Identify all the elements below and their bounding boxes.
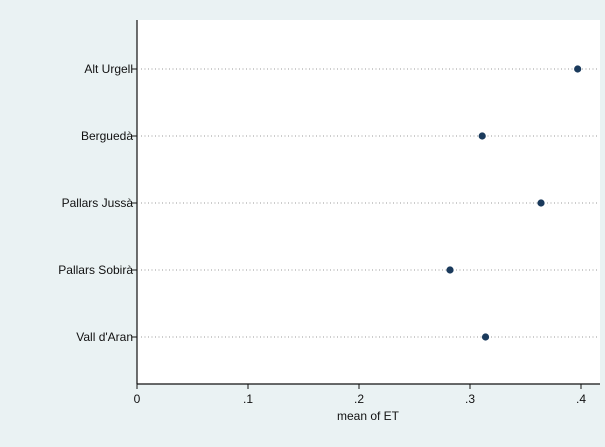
data-point-alt-urgell	[574, 65, 582, 73]
y-tick-label-bergued-: Berguedà	[81, 129, 133, 143]
data-point-pallars-juss-	[537, 199, 545, 207]
data-point-bergued-	[478, 132, 486, 140]
plot-area	[137, 20, 600, 384]
data-point-vall-d-aran	[481, 333, 490, 341]
x-axis-title: mean of ET	[337, 409, 400, 423]
y-tick-label-alt-urgell: Alt Urgell	[84, 62, 133, 76]
x-tick-label-0: 0	[134, 392, 141, 406]
y-tick-label-vall-d-aran: Vall d'Aran	[76, 330, 133, 344]
x-tick-label-4: .4	[576, 392, 586, 406]
x-tick-label-2: .2	[354, 392, 364, 406]
x-tick-label-3: .3	[465, 392, 475, 406]
y-tick-label-pallars-juss-: Pallars Jussà	[62, 196, 134, 210]
x-tick-label-1: .1	[243, 392, 253, 406]
data-point-pallars-sobir-	[446, 266, 454, 274]
y-tick-label-pallars-sobir-: Pallars Sobirà	[58, 263, 133, 277]
